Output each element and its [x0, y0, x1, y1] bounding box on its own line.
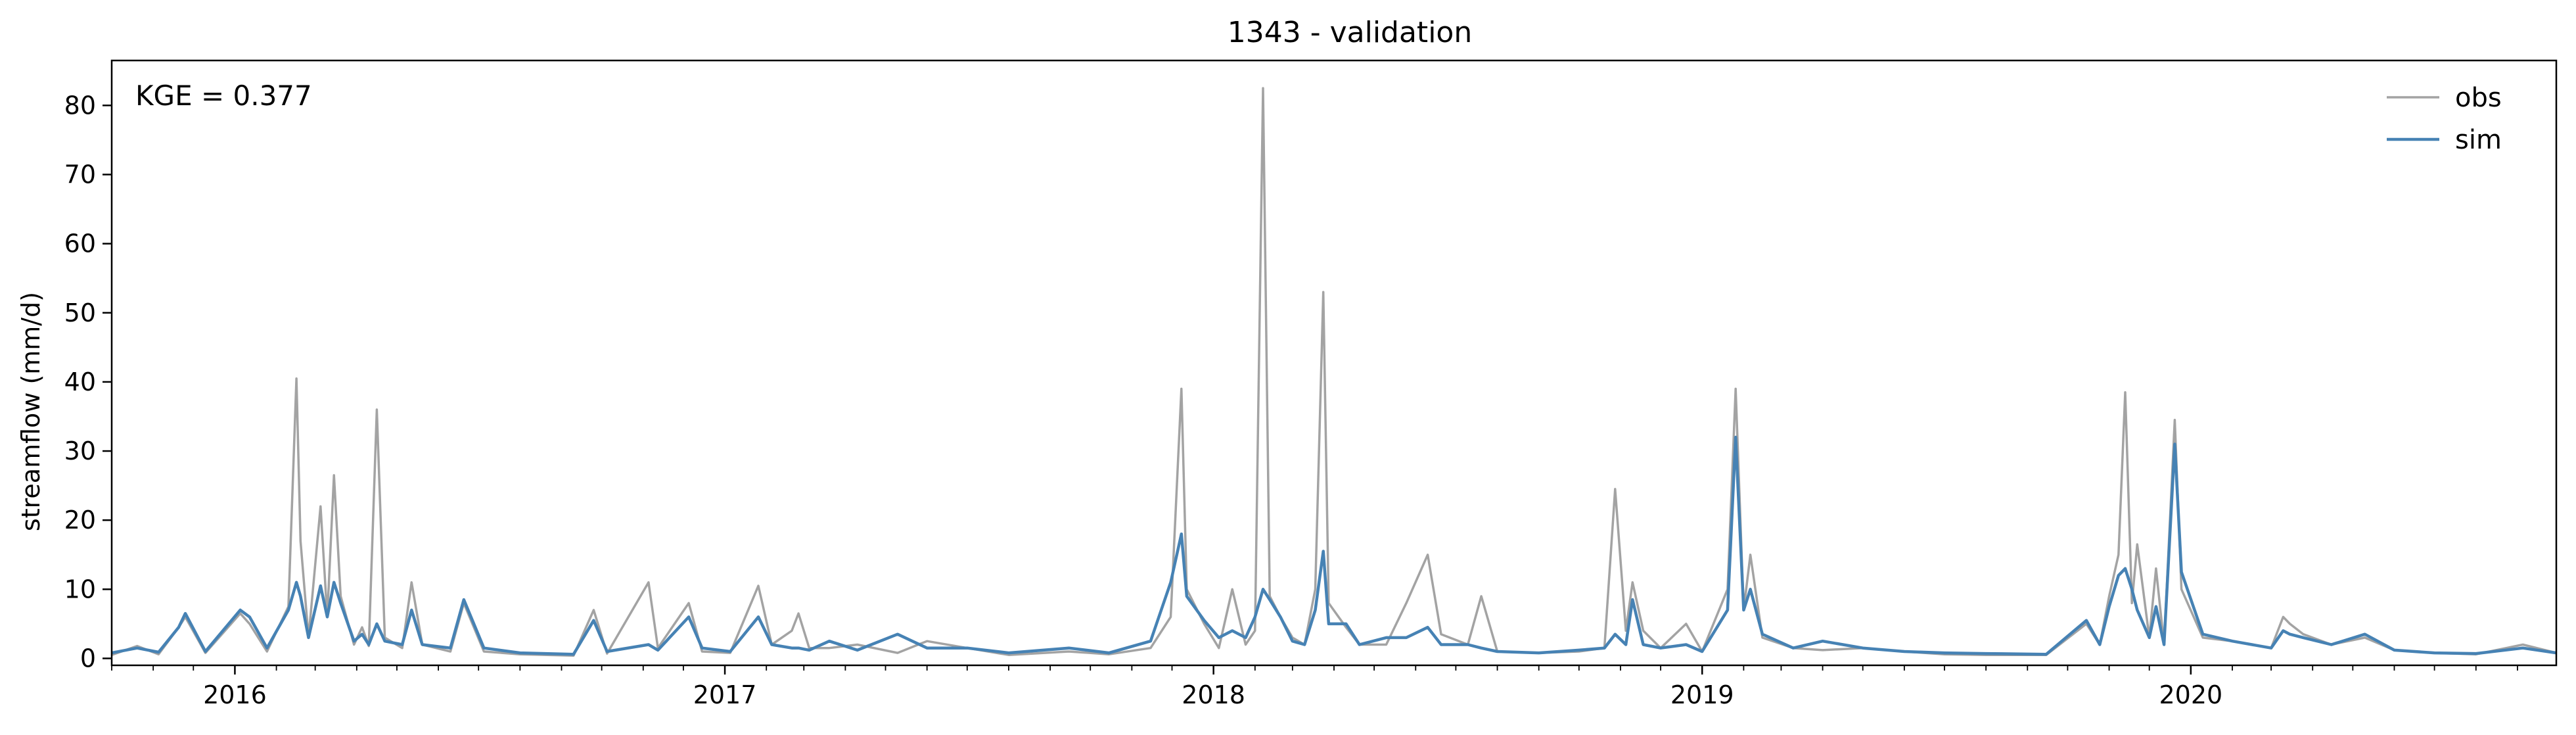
plot-area — [111, 87, 2557, 657]
sim-series-line — [111, 435, 2557, 656]
y-tick-label: 50 — [64, 298, 96, 327]
y-tick-label: 60 — [64, 229, 96, 258]
chart-title: 1343 - validation — [1228, 16, 1472, 49]
y-tick-label: 20 — [64, 506, 96, 534]
x-tick-label: 2017 — [693, 680, 757, 709]
y-axis-label: streamflow (mm/d) — [16, 292, 45, 531]
y-tick-label: 70 — [64, 160, 96, 189]
kge-annotation: KGE = 0.377 — [135, 80, 312, 112]
y-tick-label: 80 — [64, 91, 96, 120]
legend-sim-label: sim — [2455, 125, 2502, 155]
x-tick-label: 2016 — [203, 680, 267, 709]
plot-frame — [110, 59, 2558, 667]
y-tick-label: 40 — [64, 368, 96, 396]
y-tick-label: 10 — [64, 575, 96, 604]
x-tick-label: 2018 — [1182, 680, 1245, 709]
x-axis-ticks: 2016 2017 2018 2019 2020 — [111, 665, 2518, 709]
x-tick-label: 2020 — [2159, 680, 2222, 709]
legend: obs sim — [2387, 83, 2502, 155]
y-axis-ticks: 0 10 20 30 40 50 60 70 80 — [64, 91, 112, 673]
y-tick-label: 30 — [64, 437, 96, 465]
legend-obs-label: obs — [2455, 83, 2502, 113]
x-tick-label: 2019 — [1670, 680, 1734, 709]
y-tick-label: 0 — [80, 644, 96, 673]
